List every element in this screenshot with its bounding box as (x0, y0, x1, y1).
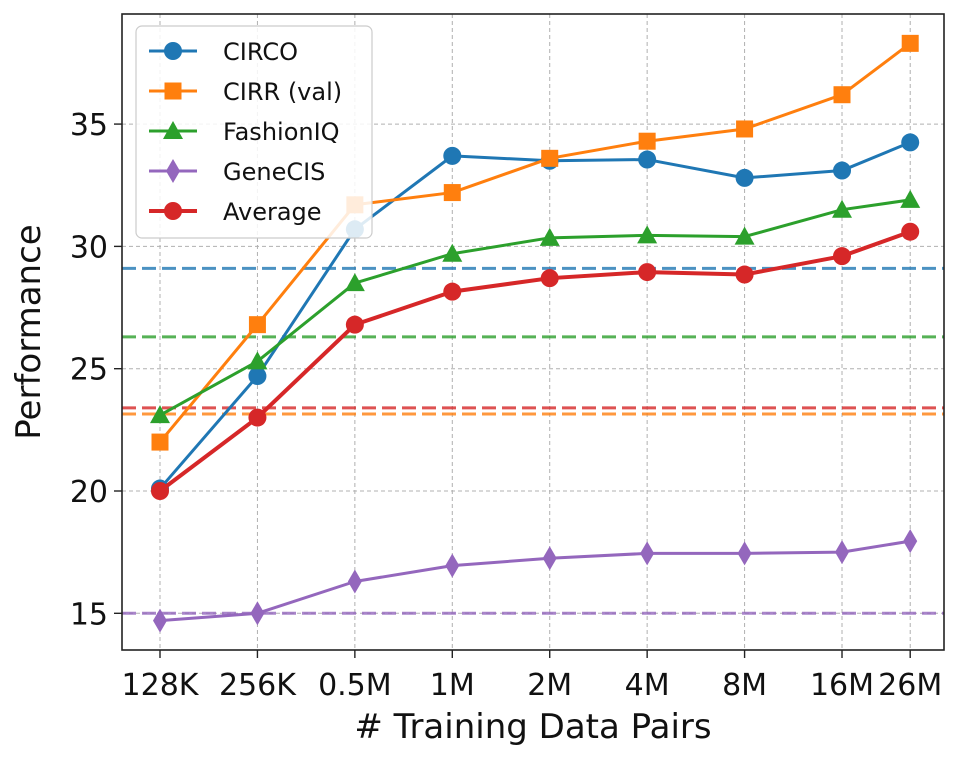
x-axis-label: # Training Data Pairs (354, 707, 711, 747)
data-point-average (151, 482, 169, 500)
data-point-fashioniq (900, 189, 921, 208)
data-point-cirr-val (248, 316, 266, 334)
baselines (122, 266, 944, 615)
data-point-circo (833, 161, 852, 180)
data-point-genecis (903, 529, 918, 554)
data-point-genecis (250, 601, 265, 626)
legend-item-average: Average (149, 198, 322, 226)
data-point-fashioniq (247, 351, 268, 370)
legend-marker (164, 202, 182, 220)
series-average (151, 222, 920, 500)
y-tick-label: 20 (70, 475, 108, 510)
data-point-circo (248, 367, 267, 386)
data-point-cirr-val (736, 120, 754, 138)
data-point-cirr-val (541, 149, 559, 167)
legend-label: GeneCIS (223, 158, 325, 186)
x-tick-label: 2M (527, 668, 572, 703)
data-point-average (735, 265, 754, 284)
data-point-fashioniq (150, 405, 170, 424)
data-point-circo (735, 168, 754, 187)
legend-marker (164, 42, 182, 60)
data-point-genecis (445, 553, 460, 578)
data-point-cirr-val (833, 86, 851, 104)
legend-item-circo: CIRCO (149, 38, 298, 66)
legend-label: CIRR (val) (223, 78, 342, 106)
data-point-average (345, 315, 364, 334)
series-fashioniq (150, 189, 921, 424)
data-point-average (638, 263, 657, 282)
data-point-circo (443, 146, 462, 165)
legend-frame (135, 25, 373, 239)
x-tick-label: 26M (878, 668, 942, 703)
data-point-circo (638, 150, 657, 169)
plot-frame (121, 13, 945, 651)
y-tick-label: 35 (70, 108, 108, 143)
data-point-genecis (153, 608, 167, 633)
data-point-fashioniq (442, 243, 463, 262)
y-axis-label: Performance (9, 224, 49, 439)
ticks: 128K 256K 0.5M 1M 2M 4M 8M 16M 26M 15 20 25 30 35 (70, 108, 942, 703)
data-point-cirr-val (901, 34, 919, 52)
x-tick-label: 8M (722, 668, 767, 703)
series (150, 34, 921, 633)
data-point-circo (901, 133, 920, 152)
legend-marker (163, 121, 183, 139)
x-tick-label: 128K (122, 668, 200, 703)
data-point-average (443, 282, 462, 301)
data-point-genecis (835, 540, 850, 565)
x-tick-label: 256K (219, 668, 297, 703)
data-point-fashioniq (344, 273, 365, 292)
data-point-cirr-val (151, 433, 169, 451)
data-point-average (248, 408, 267, 427)
data-point-cirr-val (638, 132, 656, 150)
legend-label: Average (223, 198, 322, 226)
series-cirr-val (151, 34, 919, 451)
legend-label: FashionIQ (223, 118, 340, 146)
data-point-fashioniq (539, 227, 560, 246)
legend-item-fashioniq: FashionIQ (149, 118, 340, 146)
data-point-genecis (737, 541, 752, 566)
y-tick-label: 15 (70, 597, 108, 632)
data-point-fashioniq (832, 199, 853, 218)
data-point-genecis (640, 541, 655, 566)
x-tick-label: 1M (430, 668, 475, 703)
x-tick-label: 4M (625, 668, 670, 703)
x-tick-label: 0.5M (318, 668, 392, 703)
legend-marker (166, 159, 180, 183)
series-genecis (153, 529, 918, 633)
legend-item-genecis: GeneCIS (149, 158, 325, 186)
legend: CIRCO CIRR (val) FashionIQ GeneCIS Average (135, 25, 373, 239)
data-point-fashioniq (637, 225, 658, 244)
data-point-average (833, 247, 852, 266)
data-point-genecis (347, 569, 362, 594)
legend-item-cirr-val: CIRR (val) (149, 78, 342, 106)
x-tick-label: 16M (810, 668, 874, 703)
data-point-genecis (542, 546, 557, 571)
data-point-average (540, 269, 559, 288)
y-tick-label: 30 (70, 230, 108, 265)
legend-marker (164, 82, 182, 100)
data-point-average (901, 222, 920, 241)
data-point-cirr-val (443, 184, 461, 202)
legend-label: CIRCO (223, 38, 298, 66)
data-point-fashioniq (734, 226, 755, 245)
y-tick-label: 25 (70, 353, 108, 388)
